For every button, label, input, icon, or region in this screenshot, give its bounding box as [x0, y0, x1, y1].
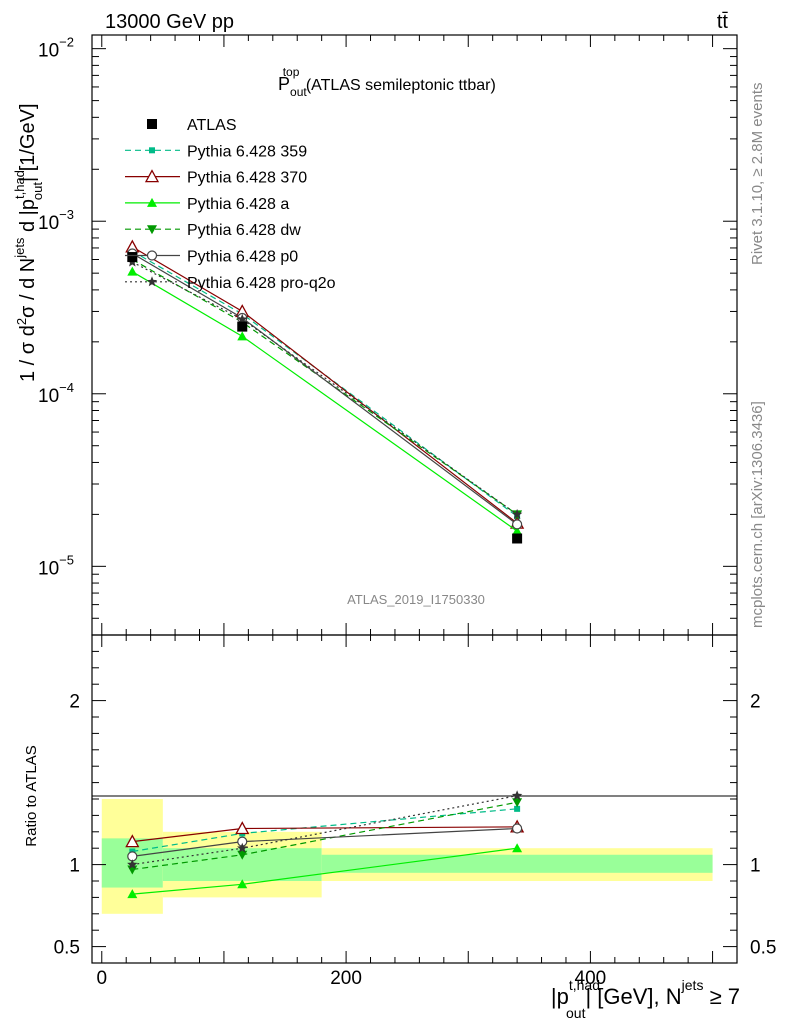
xlabel-part-2-sup: jets	[681, 977, 704, 993]
plot-title-main: P	[278, 74, 290, 94]
header-process-label: 13000 GeV pp	[105, 11, 234, 33]
ratio-marker-p370	[125, 834, 140, 848]
x-tick-label: 400	[575, 968, 607, 989]
plot-title: Pout top (ATLAS semileptonic ttbar)	[278, 65, 496, 99]
legend-label-atlas: ATLAS	[187, 117, 237, 134]
bottom-y-axis-label: Ratio to ATLAS	[23, 745, 40, 846]
top-y-axis-label: 1 / σ d2σ / d Njets d |pt,had out| [1/GeV…	[12, 103, 45, 382]
ylabel-part-1-sup: 2	[14, 318, 29, 325]
plot-title-sub: out	[290, 85, 307, 99]
xlabel-part-2: | [GeV], N	[585, 984, 681, 1009]
series-line-pa	[131, 271, 518, 532]
legend-label-pdw: Pythia 6.428 dw	[187, 222, 301, 239]
legend-label-p359: Pythia 6.428 359	[187, 143, 307, 160]
top-panel-series	[125, 239, 525, 544]
plot-title-rest: (ATLAS semileptonic ttbar)	[301, 77, 495, 94]
legend-label-pq2o: Pythia 6.428 pro-q2o	[187, 275, 336, 292]
data-marker-atlas	[512, 533, 523, 544]
legend-marker-pdw	[147, 225, 157, 235]
series-marker-pa	[512, 526, 523, 536]
series-line-p359	[132, 250, 518, 517]
y-tick-exponent: −2	[59, 35, 74, 50]
mcplots-reference-label: mcplots.cern.ch [arXiv:1306.3436]	[749, 401, 766, 628]
x-tick-label: 200	[330, 968, 362, 989]
rivet-version-label: Rivet 3.1.10, ≥ 2.8M events	[749, 83, 766, 266]
ratio-marker-pa	[127, 889, 138, 899]
legend-marker-p370	[144, 169, 160, 183]
bottom-y-tick-label-right: 2	[750, 692, 761, 713]
legend-marker-pq2o	[146, 276, 158, 287]
legend: ATLAS Pythia 6.428 359 Pythia 6.428 370 Pyt…	[125, 117, 336, 292]
ylabel-part-1: 1 / σ d	[17, 325, 39, 382]
ylabel-part-3: d |p	[17, 199, 39, 238]
series-marker-pq2o	[237, 313, 248, 324]
series-marker-pa	[237, 331, 248, 341]
top-y-tick-label: 10−5	[38, 552, 74, 579]
top-y-tick-label: 10−4	[38, 380, 74, 407]
bottom-panel-ticks: 0 200 400 0.5 0.5 1 1 2 2	[54, 635, 776, 989]
ratio-marker-pq2o	[127, 859, 138, 870]
legend-label-pp0: Pythia 6.428 p0	[187, 249, 298, 266]
series-marker-pa	[127, 266, 138, 276]
top-y-tick-label: 10−2	[38, 35, 74, 62]
legend-marker-p359	[149, 147, 155, 154]
bottom-y-tick-label-right: 0.5	[750, 938, 776, 959]
series-line-pq2o	[132, 261, 518, 515]
ratio-marker-p359	[514, 805, 521, 812]
ratio-band-green	[321, 854, 713, 873]
ratio-marker-pdw	[237, 850, 248, 860]
x-tick-label: 0	[96, 968, 107, 989]
ratio-marker-pp0	[512, 823, 523, 834]
series-line-pp0	[131, 252, 518, 525]
legend-marker-atlas	[147, 119, 157, 129]
series-line-pdw	[132, 258, 518, 515]
top-y-tick-label: 10−3	[38, 207, 74, 234]
x-axis-label: |pt,had out| [GeV], Njets ≥ 7	[551, 977, 740, 1021]
y-tick-base: 10	[38, 386, 59, 407]
y-tick-exponent: −5	[59, 552, 74, 567]
y-tick-base: 10	[38, 41, 59, 62]
ylabel-part-4: | [1/GeV]	[17, 103, 39, 182]
y-tick-exponent: −4	[59, 380, 74, 395]
analysis-watermark: ATLAS_2019_I1750330	[347, 592, 485, 607]
y-tick-base: 10	[38, 558, 59, 579]
ylabel-part-3-sup: t,had	[12, 170, 27, 199]
legend-label-p370: Pythia 6.428 370	[187, 170, 307, 187]
ratio-marker-pq2o	[237, 842, 248, 853]
bottom-y-tick-label: 1	[69, 856, 80, 877]
legend-label-pa: Pythia 6.428 a	[187, 196, 289, 213]
bottom-y-tick-label: 0.5	[54, 938, 80, 959]
ratio-marker-pq2o	[511, 790, 523, 801]
ylabel-part-2-sup: jets	[12, 237, 27, 259]
y-tick-exponent: −3	[59, 207, 74, 222]
bottom-panel-series	[125, 790, 525, 899]
y-tick-base: 10	[38, 213, 59, 234]
uncertainty-bands	[101, 799, 713, 914]
header-final-state-label: tt̄	[717, 11, 729, 33]
ylabel-part-2: σ / d N	[17, 258, 39, 318]
plot-title-sup: top	[283, 65, 300, 79]
ratio-marker-pa	[237, 879, 248, 889]
xlabel-part-1: |p	[551, 984, 569, 1009]
data-marker-atlas	[127, 252, 138, 263]
top-panel-ticks: 10−510−410−310−2	[38, 35, 737, 636]
xlabel-part-1-sub: out	[566, 1005, 586, 1021]
xlabel-part-1-sup: t,had	[569, 977, 600, 993]
ratio-marker-pa	[512, 843, 523, 853]
ratio-marker-pdw	[512, 798, 523, 808]
ratio-marker-p370	[235, 821, 250, 835]
series-marker-pq2o	[511, 508, 523, 519]
bottom-panel-frame	[91, 634, 738, 964]
bottom-y-tick-label: 2	[69, 692, 80, 713]
ylabel-part-3-sub: out	[30, 182, 45, 200]
legend-marker-pa	[147, 197, 157, 207]
bottom-y-tick-label-right: 1	[750, 856, 761, 877]
legend-marker-pp0	[146, 250, 158, 261]
series-marker-pp0	[512, 519, 523, 530]
data-marker-atlas	[237, 321, 248, 332]
xlabel-part-3: ≥ 7	[703, 984, 740, 1009]
